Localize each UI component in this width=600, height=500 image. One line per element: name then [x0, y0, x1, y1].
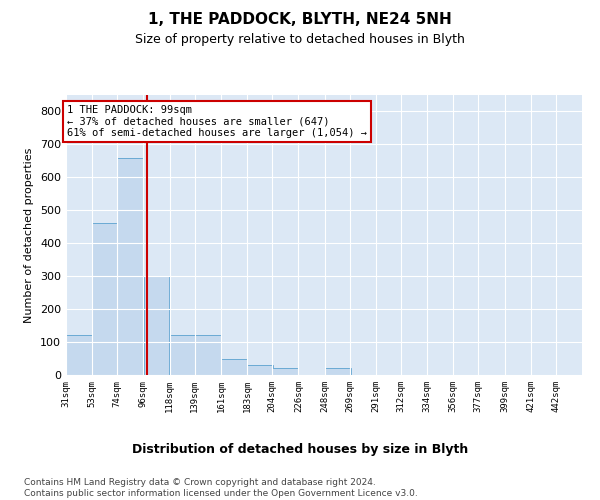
Bar	[92, 224, 118, 375]
Text: Contains HM Land Registry data © Crown copyright and database right 2024.
Contai: Contains HM Land Registry data © Crown c…	[24, 478, 418, 498]
Text: Distribution of detached houses by size in Blyth: Distribution of detached houses by size …	[132, 442, 468, 456]
Bar	[118, 158, 143, 375]
Bar	[143, 276, 169, 375]
Bar	[66, 336, 92, 375]
Text: 1, THE PADDOCK, BLYTH, NE24 5NH: 1, THE PADDOCK, BLYTH, NE24 5NH	[148, 12, 452, 28]
Bar	[195, 336, 221, 375]
Text: Size of property relative to detached houses in Blyth: Size of property relative to detached ho…	[135, 32, 465, 46]
Bar	[247, 365, 273, 375]
Bar	[272, 368, 298, 375]
Bar	[325, 368, 350, 375]
Text: 1 THE PADDOCK: 99sqm
← 37% of detached houses are smaller (647)
61% of semi-deta: 1 THE PADDOCK: 99sqm ← 37% of detached h…	[67, 105, 367, 138]
Bar	[170, 336, 196, 375]
Y-axis label: Number of detached properties: Number of detached properties	[25, 148, 34, 322]
Bar	[221, 358, 247, 375]
